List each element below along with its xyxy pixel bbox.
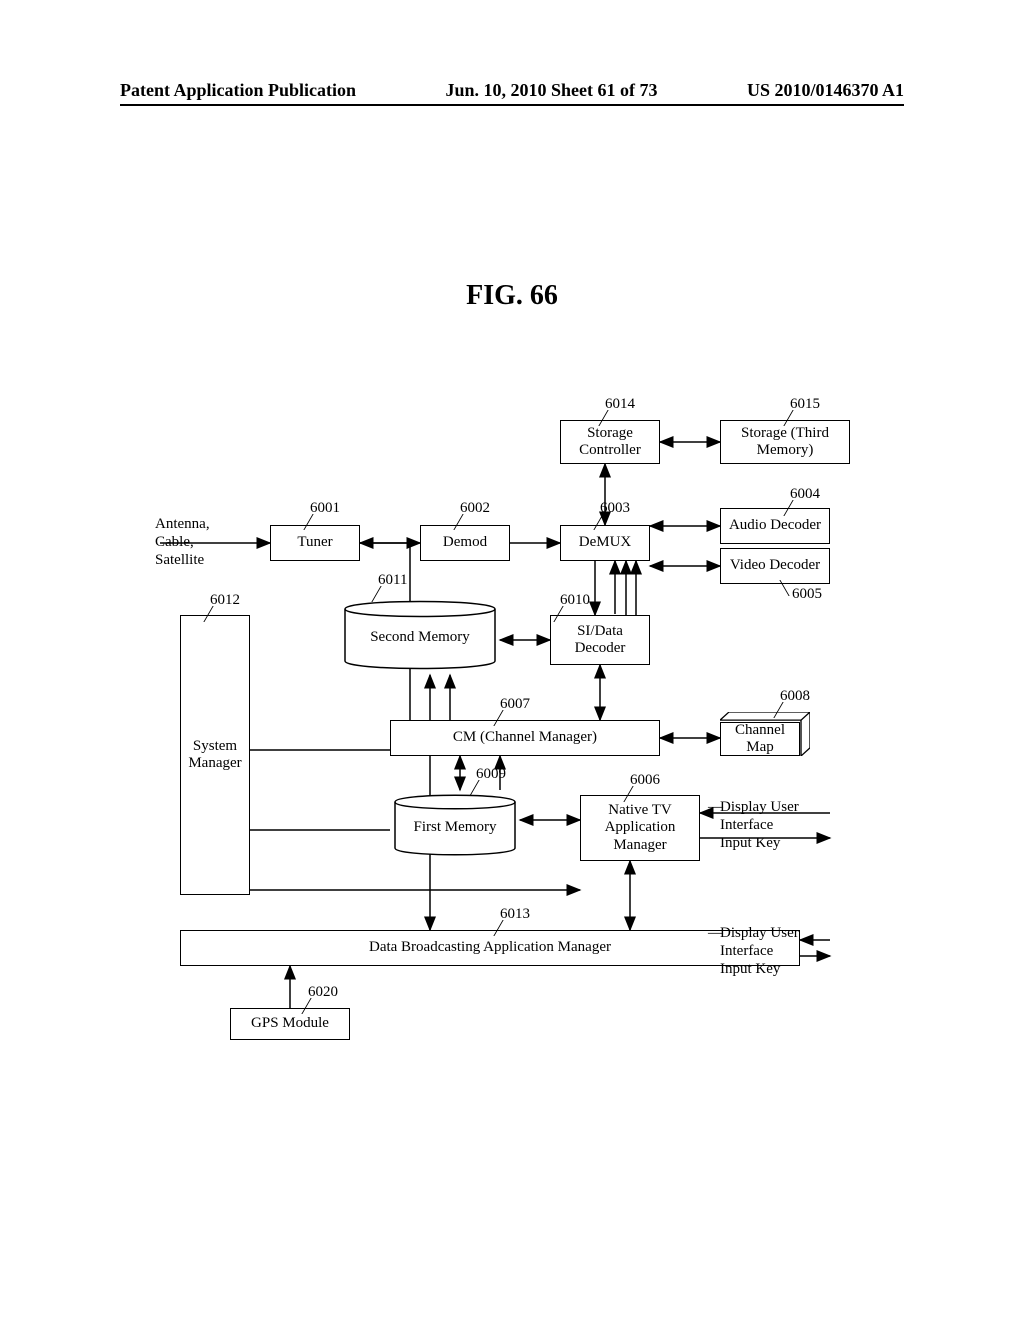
- input-label: Antenna, Cable, Satellite: [155, 515, 210, 569]
- header-right: US 2010/0146370 A1: [747, 80, 904, 101]
- audio-decoder-box: Audio Decoder: [720, 508, 830, 544]
- diagram: Antenna, Cable, Satellite Tuner Demod De…: [160, 400, 880, 1080]
- data-broadcasting-app-box: Data Broadcasting Application Manager: [180, 930, 800, 966]
- channel-map-box: Channel Map: [720, 712, 810, 756]
- header-left: Patent Application Publication: [120, 80, 356, 101]
- sidata-decoder-box: SI/Data Decoder: [550, 615, 650, 665]
- system-manager-box: System Manager: [180, 615, 250, 895]
- header-rule: [120, 104, 904, 106]
- channel-manager-box: CM (Channel Manager): [390, 720, 660, 756]
- demux-box: DeMUX: [560, 525, 650, 561]
- storage-controller-box: Storage Controller: [560, 420, 660, 464]
- page-header: Patent Application Publication Jun. 10, …: [0, 80, 1024, 101]
- tuner-box: Tuner: [270, 525, 360, 561]
- figure-title: FIG. 66: [0, 280, 1024, 312]
- gps-module-box: GPS Module: [230, 1008, 350, 1040]
- page: Patent Application Publication Jun. 10, …: [0, 0, 1024, 1320]
- demod-box: Demod: [420, 525, 510, 561]
- header-center: Jun. 10, 2010 Sheet 61 of 73: [445, 80, 657, 101]
- native-tv-app-box: Native TV Application Manager: [580, 795, 700, 861]
- storage-box: Storage (Third Memory): [720, 420, 850, 464]
- video-decoder-box: Video Decoder: [720, 548, 830, 584]
- display-ui-1: Display User Interface Input Key: [720, 798, 799, 852]
- first-memory-cylinder: First Memory: [390, 790, 520, 860]
- display-ui-2: Display User Interface Input Key: [720, 924, 799, 978]
- second-memory-cylinder: Second Memory: [340, 595, 500, 675]
